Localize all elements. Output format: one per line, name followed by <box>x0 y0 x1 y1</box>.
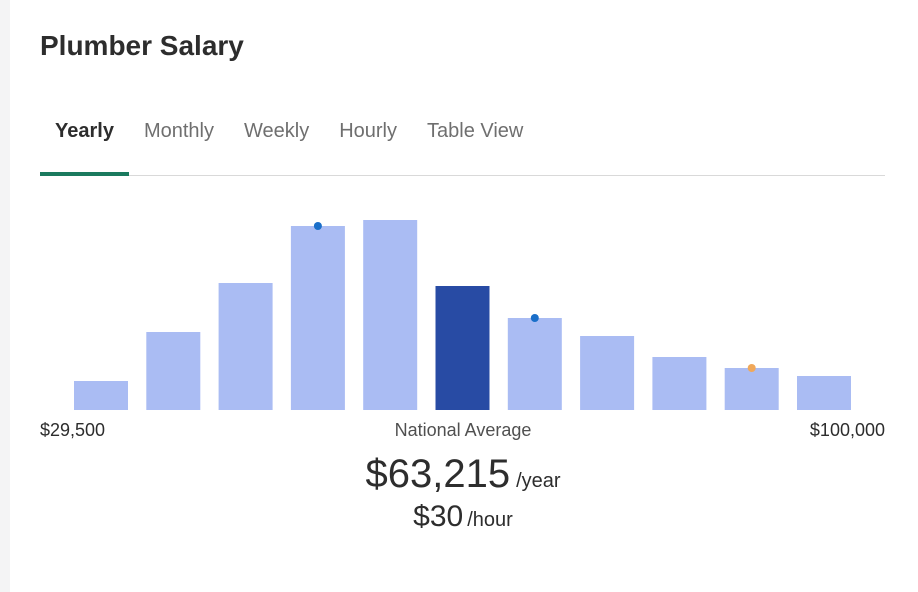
page-title: Plumber Salary <box>40 30 244 61</box>
histogram-bar[interactable] <box>218 283 273 410</box>
salary-card: Plumber Salary Yearly Monthly Weekly Hou… <box>10 0 918 592</box>
range-min-label: $29,500 <box>40 420 106 440</box>
period-tabs: Yearly Monthly Weekly Hourly Table View <box>40 106 885 176</box>
bar-marker-dot <box>747 364 756 372</box>
histogram-bar[interactable] <box>724 368 779 410</box>
tab-hourly[interactable]: Hourly <box>339 120 397 142</box>
yearly-average: $63,215/year <box>10 452 916 497</box>
tab-yearly[interactable]: Yearly <box>40 106 129 176</box>
hourly-average-value: $30 <box>413 500 464 533</box>
tab-weekly[interactable]: Weekly <box>243 120 310 142</box>
salary-distribution-chart <box>74 220 851 410</box>
histogram-bar[interactable] <box>146 332 201 410</box>
range-max-label: $100,000 <box>809 420 885 440</box>
histogram-bar[interactable] <box>290 226 345 410</box>
national-average-label: National Average <box>394 420 532 440</box>
histogram-bar[interactable] <box>507 318 562 410</box>
tab-monthly[interactable]: Monthly <box>143 120 214 142</box>
tab-table-view[interactable]: Table View <box>427 120 524 142</box>
yearly-average-value: $63,215 <box>365 452 511 496</box>
histogram-bar[interactable] <box>797 376 851 410</box>
hourly-average: $30/hour <box>10 500 916 534</box>
yearly-unit: /year <box>516 470 561 492</box>
histogram-bar[interactable] <box>74 381 128 410</box>
histogram-bar[interactable] <box>363 220 418 410</box>
hourly-unit: /hour <box>467 509 513 531</box>
bar-marker-dot <box>313 222 322 230</box>
histogram-bar[interactable] <box>580 336 635 410</box>
bar-marker-dot <box>530 314 539 322</box>
histogram-bar[interactable] <box>652 357 707 410</box>
histogram-bar-average[interactable] <box>435 286 490 410</box>
